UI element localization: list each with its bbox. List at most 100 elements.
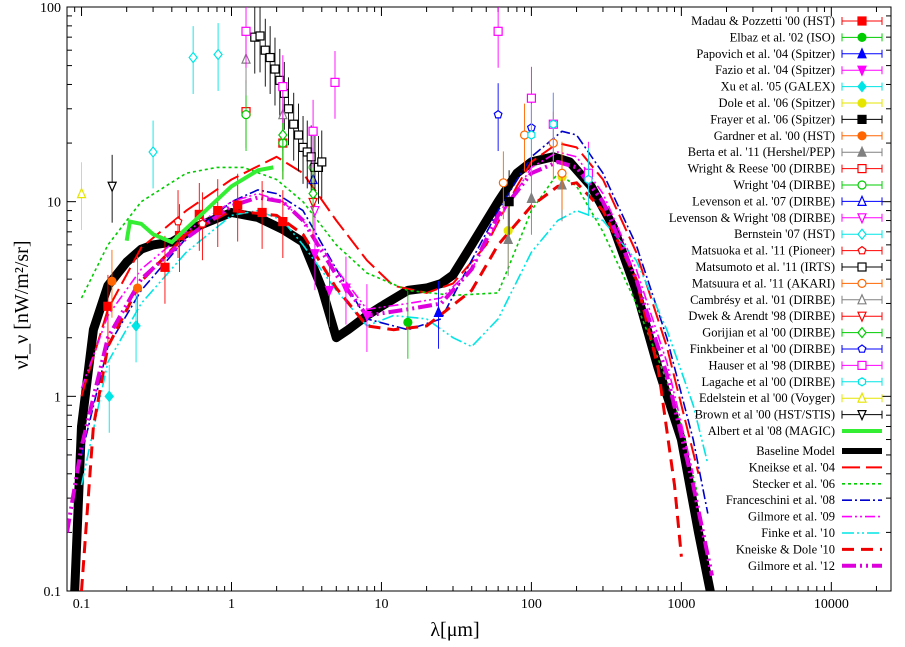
data-point (857, 47, 867, 59)
y-tick-label: 1 (54, 390, 61, 405)
legend-entry-25: Albert et al '08 (MAGIC) (708, 424, 882, 438)
data-point (283, 104, 294, 114)
legend-entry-2: Papovich et al. '04 (Spitzer) (696, 47, 883, 61)
legend-entry-5: Dole et al. '06 (Spitzer) (719, 96, 883, 110)
data-point (213, 48, 223, 61)
legend-series-entry-0: Baseline Model (756, 444, 882, 458)
measurement-group-24 (107, 154, 118, 223)
data-point (197, 219, 207, 228)
legend-label: Franceschini et al. '08 (726, 493, 835, 507)
x-tick-label: 1 (228, 597, 235, 612)
series-line-2 (80, 166, 700, 499)
data-point (857, 410, 867, 422)
data-point (504, 197, 514, 207)
legend-label: Wright & Reese '00 (DIRBE) (687, 162, 835, 176)
legend-entry-23: Edelstein et al '00 (Voyger) (699, 391, 883, 405)
data-point (160, 262, 170, 272)
data-point (857, 391, 867, 403)
legend-entry-20: Finkbeiner et al '00 (DIRBE) (690, 342, 883, 356)
y-tick-label: 100 (40, 1, 61, 16)
data-point (173, 216, 183, 226)
data-point (857, 32, 867, 43)
data-point (857, 377, 867, 387)
data-point (857, 344, 867, 353)
measurement-line (124, 165, 274, 245)
y-axis-label: νI_ν [nW/m²/sr] (11, 240, 33, 369)
data-point (498, 178, 508, 188)
legend-series-entry-7: Gilmore et al. '12 (748, 559, 882, 573)
data-point (857, 326, 867, 339)
data-point (857, 98, 867, 108)
legend-label: Finkbeiner et al '00 (DIRBE) (690, 342, 835, 356)
measurement-group-14 (173, 190, 207, 261)
data-point (857, 311, 867, 323)
legend-entry-7: Gardner et al. '00 (HST) (714, 129, 883, 143)
legend-label: Edelstein et al '00 (Voyger) (699, 391, 835, 405)
data-point (584, 174, 593, 185)
data-point (306, 152, 316, 162)
x-axis-label: λ[μm] (430, 619, 479, 641)
legend-entry-15: Matsumoto et al. '11 (IRTS) (695, 260, 883, 274)
data-point (104, 390, 114, 403)
legend-label: Gilmore et al. '09 (748, 510, 835, 524)
data-point (278, 216, 288, 227)
data-point (557, 168, 567, 178)
data-point (857, 360, 867, 370)
legend-series-entry-1: Kneikse et al. '04 (749, 460, 882, 474)
legend-entry-6: Frayer et al. '06 (Spitzer) (710, 112, 883, 126)
legend-label: Xu et al. '05 (GALEX) (721, 80, 835, 94)
measurement-group-4 (104, 294, 141, 433)
data-point (527, 130, 536, 140)
data-point (857, 278, 867, 288)
data-point (293, 130, 304, 140)
legend-entry-18: Dwek & Arendt '98 (DIRBE) (688, 309, 883, 323)
measurement-group-22 (527, 92, 593, 216)
data-point (857, 245, 867, 255)
legend-entry-4: Xu et al. '05 (GALEX) (721, 80, 883, 94)
measurement-group-1 (403, 290, 413, 359)
data-point (857, 228, 867, 241)
legend-label: Gilmore et al. '12 (748, 559, 835, 573)
legend-label: Gardner et al. '00 (HST) (714, 129, 835, 143)
data-point (270, 64, 280, 74)
measurement-group-7 (107, 249, 143, 325)
data-point (278, 129, 288, 141)
data-point (76, 187, 87, 199)
data-point (493, 26, 503, 36)
x-tick-label: 100 (521, 597, 542, 612)
legend-label: Baseline Model (756, 444, 835, 458)
legend-label: Kneikse et al. '04 (749, 460, 836, 474)
data-point (278, 82, 288, 92)
legend-entry-21: Hauser et al '98 (DIRBE) (708, 358, 883, 372)
data-point (309, 249, 320, 261)
legend-series-entry-5: Finke et al. '10 (761, 526, 882, 540)
data-point (317, 157, 327, 167)
legend-label: Fazio et al. '04 (Spitzer) (715, 63, 835, 77)
data-point (857, 194, 867, 206)
data-point (309, 205, 320, 218)
plot-frame (66, 6, 892, 592)
data-point (308, 126, 318, 136)
legend-label: Levenson & Wright '08 (DIRBE) (669, 211, 835, 225)
measurement-group-2 (433, 280, 444, 349)
series-line-5 (80, 209, 709, 486)
data-point (213, 205, 223, 216)
data-point (188, 51, 198, 64)
y-tick-label: 0.1 (44, 585, 62, 600)
data-point (107, 181, 118, 193)
legend-label: Gorijian et al '00 (DIRBE) (702, 326, 835, 340)
series-line-6 (80, 181, 683, 591)
legend-entry-14: Matsuoka et al. '11 (Pioneer) (691, 244, 883, 258)
legend-label: Dole et al. '06 (Spitzer) (719, 96, 835, 110)
data-point (857, 131, 867, 141)
legend-entry-17: Cambrésy et al. '01 (DIRBE) (690, 293, 883, 307)
data-point (233, 200, 243, 210)
legend-label: Papovich et al. '04 (Spitzer) (696, 47, 835, 61)
legend-entry-1: Elbaz et al. '02 (ISO) (730, 30, 883, 44)
legend-series-entry-6: Kneiske & Dole '10 (736, 542, 882, 556)
legend: Madau & Pozzetti '00 (HST) Elbaz et al. '… (669, 14, 883, 573)
data-point (265, 52, 275, 63)
x-tick-label: 1000 (667, 597, 695, 612)
legend-label: Bernstein '07 (HST) (734, 227, 835, 241)
